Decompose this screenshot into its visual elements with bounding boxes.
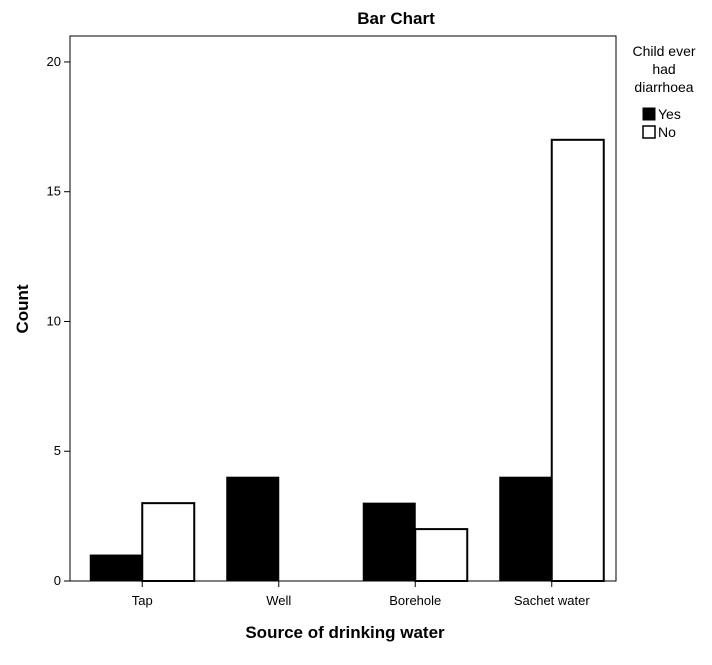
plot-frame: [69, 35, 617, 582]
x-tick-label: Tap: [132, 593, 153, 608]
y-tick-label: 20: [47, 54, 61, 69]
y-axis-label: Count: [13, 284, 32, 333]
legend-label-yes: Yes: [658, 106, 681, 122]
legend-swatch-yes: [642, 107, 656, 121]
bars: [89, 138, 605, 583]
x-axis-ticks: Tap Well Borehole Sachet water: [132, 581, 591, 608]
y-tick-label: 5: [54, 443, 61, 458]
bar-no-sachet-water: [550, 138, 605, 583]
legend: Child ever had diarrhoea Yes No: [632, 43, 695, 140]
x-tick-label: Borehole: [389, 593, 441, 608]
y-tick-label: 15: [47, 184, 61, 199]
y-tick-label: 10: [47, 313, 61, 328]
y-axis-ticks: 0 5 10 15 20: [47, 54, 70, 588]
legend-label-no: No: [658, 124, 676, 140]
legend-title-line-1: Child ever: [632, 43, 695, 59]
legend-title-line-2: had: [652, 61, 675, 77]
legend-title-line-3: diarrhoea: [634, 79, 693, 95]
legend-swatch-no: [642, 125, 656, 139]
x-tick-label: Sachet water: [514, 593, 591, 608]
chart-title: Bar Chart: [357, 9, 435, 28]
bar-yes-sachet-water: [499, 476, 553, 582]
bar-yes-tap: [89, 554, 143, 582]
x-tick-label: Well: [266, 593, 291, 608]
bar-yes-well: [226, 476, 280, 582]
x-axis-label: Source of drinking water: [245, 623, 445, 642]
bar-no-tap: [141, 502, 196, 582]
bar-yes-borehole: [362, 502, 416, 582]
bar-no-borehole: [414, 528, 469, 582]
y-tick-label: 0: [54, 573, 61, 588]
